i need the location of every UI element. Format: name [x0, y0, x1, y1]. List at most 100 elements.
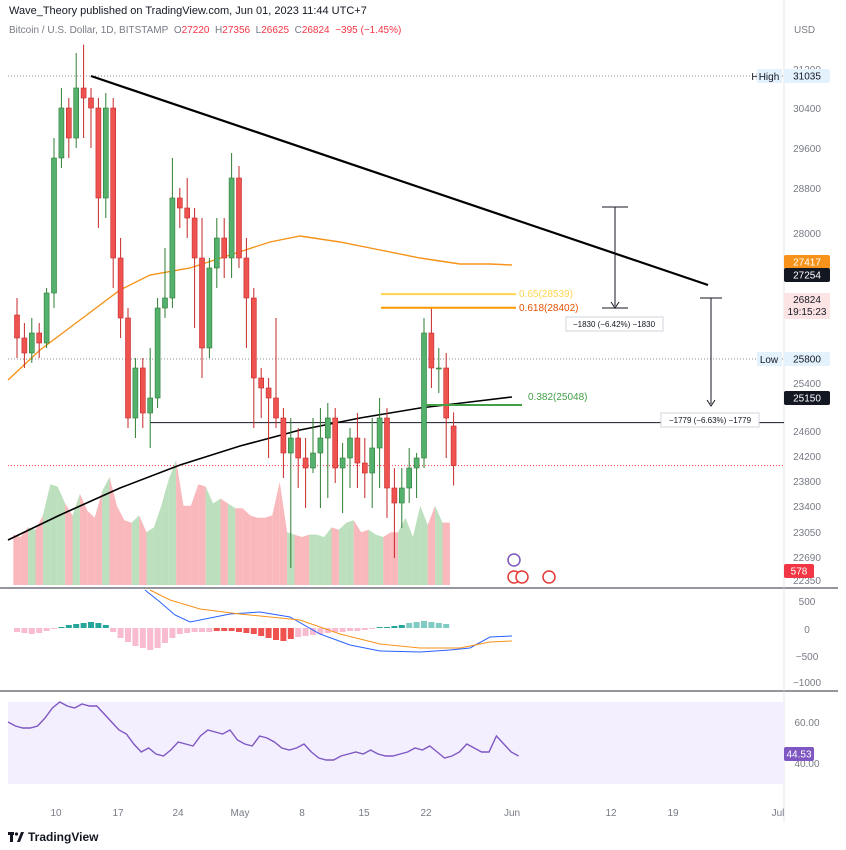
- volume-bar: [13, 534, 21, 585]
- volume-bar: [109, 477, 117, 585]
- macd-histogram-bar: [384, 627, 390, 628]
- volume-bar: [390, 532, 399, 585]
- volume-tag-bg: [784, 564, 814, 578]
- low-label-text: Low: [760, 355, 779, 366]
- macd-histogram-bar: [191, 628, 198, 632]
- candle-body: [103, 107, 109, 199]
- volume-bar: [368, 529, 376, 585]
- candle-body: [125, 317, 131, 419]
- volume-bar: [383, 532, 391, 585]
- volume-bar: [205, 486, 214, 585]
- rsi-value-tag-bg: [784, 747, 814, 761]
- volume-bar: [235, 508, 243, 585]
- candle-body: [287, 437, 294, 454]
- y-tick-label: 29600: [793, 144, 821, 155]
- candle-body: [147, 397, 153, 414]
- candle-body: [302, 457, 309, 469]
- rsi-band: [8, 702, 784, 784]
- volume-bar: [324, 527, 332, 585]
- high-tag-bg: [784, 69, 830, 83]
- macd-histogram-bar: [221, 628, 228, 631]
- candle-body: [384, 417, 390, 489]
- high-label-text: High: [759, 72, 780, 83]
- candle-body: [413, 457, 420, 469]
- volume-tag: 578: [791, 567, 808, 578]
- x-tick-label: 8: [299, 808, 305, 819]
- macd-histogram-bar: [421, 621, 427, 628]
- volume-bar: [42, 484, 51, 585]
- change-value: −395 (−1.45%): [335, 25, 402, 36]
- candle-body: [214, 237, 220, 269]
- macd-histogram-bar: [43, 628, 50, 631]
- candle-body: [73, 87, 79, 139]
- ema-line: [7, 235, 513, 381]
- close-value: 26824: [301, 25, 330, 36]
- y-tick-label: 30400: [793, 104, 821, 115]
- event-icon: [515, 570, 529, 584]
- candle-body: [58, 107, 65, 159]
- volume-bar: [405, 517, 413, 585]
- candle-body: [243, 257, 250, 299]
- brand-name: TradingView: [28, 830, 99, 844]
- y-tick-label: 23400: [793, 502, 821, 513]
- low-tag-bg: [784, 352, 830, 366]
- volume-bar: [442, 522, 450, 585]
- y-tick-label: 22690: [793, 553, 821, 564]
- y-tick-label: 24600: [793, 427, 821, 438]
- x-tick-label: Jul: [772, 808, 785, 819]
- measure-1-label: −1830 (−6.42%) −1830: [573, 320, 656, 329]
- candle-body: [347, 437, 353, 459]
- macd-histogram-bar: [265, 628, 272, 638]
- macd-histogram-bar: [361, 628, 368, 630]
- macd-histogram-bar: [65, 625, 72, 628]
- candle-body: [191, 217, 198, 259]
- volume-bar: [65, 503, 73, 585]
- fib-0382-label: 0.382(25048): [528, 392, 588, 403]
- macd-tick-label: 0: [804, 625, 810, 636]
- candle-body: [184, 207, 190, 219]
- candle-body: [391, 487, 398, 504]
- volume-bar: [124, 520, 132, 585]
- high-value: 27356: [222, 25, 251, 36]
- candle-body: [324, 417, 331, 439]
- symbol-name: Bitcoin / U.S. Dollar, 1D, BITSTAMP: [9, 25, 169, 36]
- candle-body: [273, 397, 279, 419]
- volume-bar: [361, 529, 369, 585]
- fib-065-label: 0.65(28539): [519, 289, 573, 300]
- volume-bar: [220, 498, 228, 585]
- macd-histogram-bar: [162, 628, 168, 643]
- candle-body: [339, 457, 346, 469]
- macd-histogram-bar: [125, 628, 131, 642]
- macd-tick-label: −500: [796, 652, 819, 663]
- volume-bar: [353, 520, 362, 585]
- volume-bar: [176, 460, 184, 585]
- macd-histogram-bar: [435, 623, 442, 628]
- candle-body: [421, 332, 427, 459]
- volume-bar: [227, 503, 236, 585]
- candle-body: [428, 332, 435, 369]
- candle-body: [295, 437, 302, 459]
- volume-bar: [35, 515, 43, 585]
- macd-histogram-bar: [28, 628, 35, 634]
- candle-body: [177, 197, 183, 209]
- tradingview-logo[interactable]: TradingView: [8, 830, 98, 844]
- volume-bar: [257, 517, 265, 585]
- macd-histogram-bar: [169, 628, 176, 638]
- macd-histogram-bar: [21, 628, 28, 633]
- volume-bar: [190, 484, 199, 585]
- measure-arrow: [706, 399, 716, 407]
- signal-line: [149, 589, 513, 649]
- candle-body: [398, 487, 405, 504]
- x-tick-label: 22: [420, 808, 432, 819]
- macd-histogram-bar: [428, 622, 435, 628]
- candle-body: [258, 377, 265, 389]
- open-value: 27220: [181, 25, 210, 36]
- candle-body: [140, 367, 146, 414]
- macd-histogram-bar: [36, 628, 43, 633]
- volume-bar: [50, 484, 58, 585]
- x-tick-label: 19: [667, 808, 679, 819]
- volume-bar: [309, 534, 317, 585]
- volume-bar: [331, 527, 339, 585]
- low-value: 26625: [261, 25, 290, 36]
